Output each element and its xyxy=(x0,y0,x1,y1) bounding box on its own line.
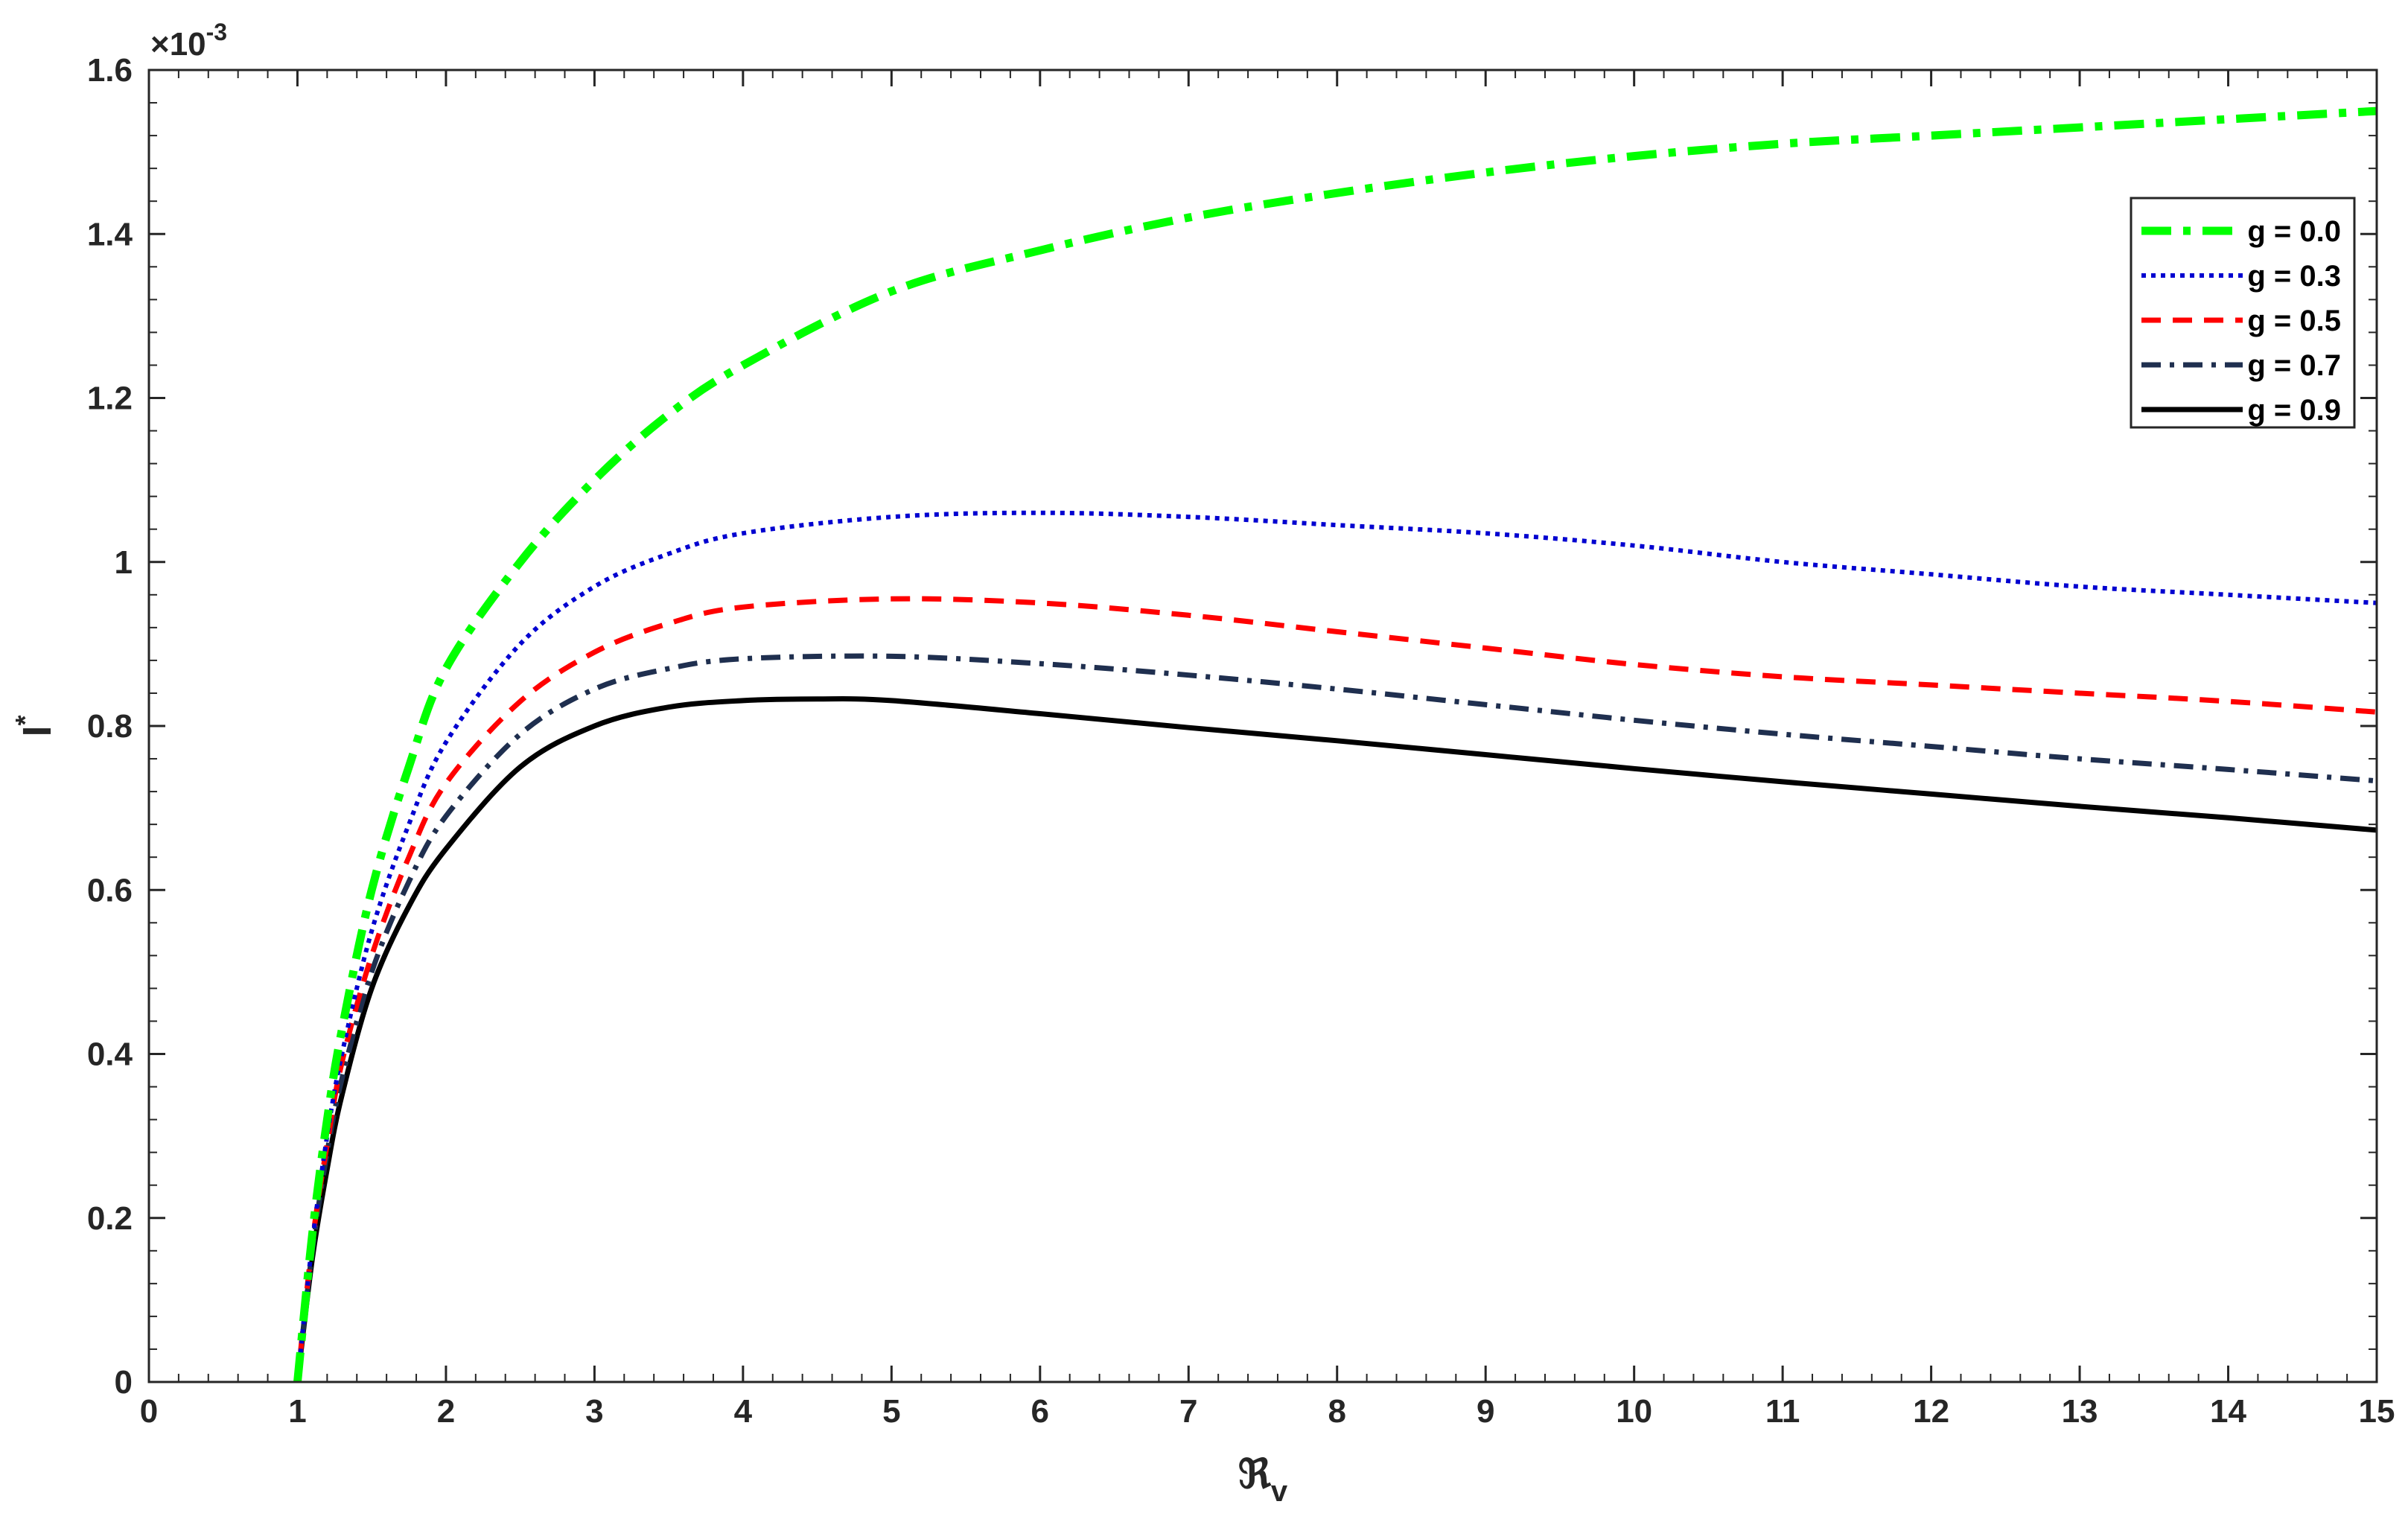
y-multiplier-prefix: ×10 xyxy=(150,26,206,63)
major-ticks xyxy=(147,69,2378,1383)
x-tick-label: 15 xyxy=(2359,1393,2395,1430)
x-axis-label-subscript: v xyxy=(1271,1475,1288,1508)
y-axis-multiplier: ×10-3 xyxy=(150,19,227,63)
y-tick-label: 1.6 xyxy=(87,52,133,89)
x-tick-label: 6 xyxy=(1031,1393,1049,1430)
x-tick-label: 9 xyxy=(1477,1393,1494,1430)
series-line-1 xyxy=(293,106,2377,1383)
x-tick-label: 11 xyxy=(1765,1393,1800,1430)
y-tick-label: 1.4 xyxy=(87,216,133,252)
y-tick-label: 0 xyxy=(115,1364,133,1401)
x-axis-label-main: ℜ xyxy=(1238,1452,1272,1497)
x-tick-label: 4 xyxy=(734,1393,753,1430)
x-tick-label: 8 xyxy=(1328,1393,1345,1430)
y-axis-label-superscript: * xyxy=(10,715,40,725)
series-line-3 xyxy=(295,596,2377,1383)
x-tick-label: 3 xyxy=(585,1393,603,1430)
x-tick-label: 1 xyxy=(288,1393,306,1430)
y-axis-label: I* xyxy=(10,715,60,736)
series-line-5 xyxy=(295,696,2377,1383)
y-axis-label-main: I xyxy=(15,726,60,737)
y-tick-label: 0.6 xyxy=(87,872,133,908)
y-tick-labels: 0 0.2 0.4 0.6 0.8 1 1.2 1.4 1.6 xyxy=(87,52,133,1401)
y-multiplier-exponent: -3 xyxy=(206,19,227,45)
x-tick-labels: 0 1 2 3 4 5 6 7 8 9 10 11 12 13 14 15 xyxy=(140,1393,2395,1430)
legend-label-3: g = 0.5 xyxy=(2247,305,2341,337)
plot-area xyxy=(149,70,2377,1382)
legend-box xyxy=(2130,197,2356,429)
svg-text:I*: I* xyxy=(10,715,60,736)
series-group xyxy=(293,106,2377,1383)
x-tick-label: 5 xyxy=(882,1393,900,1430)
legend-label-1: g = 0.0 xyxy=(2247,215,2341,248)
y-tick-label: 0.4 xyxy=(87,1036,133,1073)
x-tick-label: 0 xyxy=(140,1393,158,1430)
x-tick-label: 13 xyxy=(2062,1393,2098,1430)
x-axis-label: ℜv xyxy=(1238,1452,1288,1508)
y-tick-label: 1 xyxy=(115,544,133,581)
y-tick-label: 1.2 xyxy=(87,380,133,417)
y-tick-label: 0.2 xyxy=(87,1200,133,1237)
legend-label-4: g = 0.7 xyxy=(2247,349,2341,382)
plot-frame xyxy=(147,69,2378,1383)
x-tick-label: 2 xyxy=(437,1393,455,1430)
x-tick-label: 12 xyxy=(1913,1393,1949,1430)
legend-entries: g = 0.0 g = 0.3 g = 0.5 g = 0.7 g = 0.9 xyxy=(2141,215,2341,427)
x-tick-label: 14 xyxy=(2210,1393,2246,1430)
x-tick-label: 7 xyxy=(1179,1393,1197,1430)
y-tick-label: 0.8 xyxy=(87,708,133,745)
legend: g = 0.0 g = 0.3 g = 0.5 g = 0.7 g = 0.9 xyxy=(2130,197,2356,429)
x-tick-label: 10 xyxy=(1616,1393,1652,1430)
series-line-2 xyxy=(295,510,2377,1383)
legend-label-5: g = 0.9 xyxy=(2247,394,2341,427)
legend-label-2: g = 0.3 xyxy=(2247,260,2341,293)
